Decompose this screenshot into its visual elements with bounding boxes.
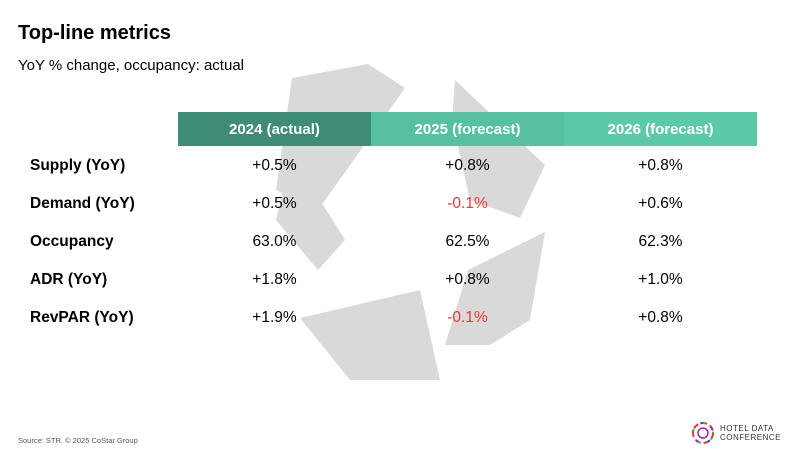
table-row-occupancy: Occupancy 63.0% 62.5% 62.3% [30,230,760,254]
cell-value-negative: -0.1% [447,309,488,326]
cell-value: +0.8% [445,157,490,174]
cell-value: 62.3% [638,233,683,250]
page-subtitle: YoY % change, occupancy: actual [18,57,244,74]
cell-value: 62.5% [445,233,490,250]
table-row-supply: Supply (YoY) +0.5% +0.8% +0.8% [30,154,760,178]
cell-value: +1.8% [252,271,297,288]
row-label: RevPAR (YoY) [30,309,134,326]
cell-value: +0.8% [638,309,683,326]
table-row-demand: Demand (YoY) +0.5% -0.1% +0.6% [30,192,760,216]
cell-value: +1.9% [252,309,297,326]
logo-line-1: HOTEL DATA [720,424,774,433]
logo-line-2: CONFERENCE [720,433,782,442]
conference-logo-icon [692,422,714,444]
table-header: 2024 (actual) 2025 (forecast) 2026 (fore… [178,112,757,146]
column-header-2026: 2026 (forecast) [564,112,757,146]
cell-value: +0.6% [638,195,683,212]
table-row-adr: ADR (YoY) +1.8% +0.8% +1.0% [30,268,760,292]
cell-value: +0.8% [445,271,490,288]
source-note: Source: STR. © 2025 CoStar Group [18,436,138,445]
cell-value-negative: -0.1% [447,195,488,212]
cell-value: 63.0% [252,233,297,250]
page-title: Top-line metrics [18,22,171,44]
row-label: ADR (YoY) [30,271,108,288]
row-label: Demand (YoY) [30,195,135,212]
cell-value: +0.5% [252,157,297,174]
row-label: Supply (YoY) [30,157,126,174]
column-header-2025: 2025 (forecast) [371,112,564,146]
table-row-revpar: RevPAR (YoY) +1.9% -0.1% +0.8% [30,306,760,330]
logo-text: HOTEL DATA CONFERENCE [720,424,781,442]
cell-value: +0.5% [252,195,297,212]
conference-logo: HOTEL DATA CONFERENCE [690,420,781,446]
row-label: Occupancy [30,233,114,250]
column-header-2024: 2024 (actual) [178,112,371,146]
cell-value: +0.8% [638,157,683,174]
cell-value: +1.0% [638,271,683,288]
